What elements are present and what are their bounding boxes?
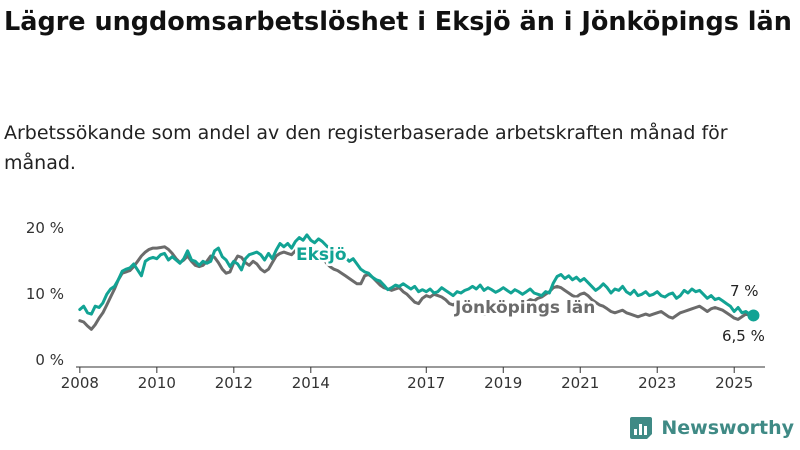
- x-tick-label: 2019: [484, 374, 522, 392]
- x-tick-label: 2025: [715, 374, 753, 392]
- end-point-eksjo: [747, 309, 760, 322]
- series-line-jonkoping: [78, 245, 755, 331]
- y-tick-label: 20 %: [26, 219, 64, 237]
- newsworthy-logo-icon: [630, 417, 653, 439]
- x-tick-label: 2017: [407, 374, 445, 392]
- y-tick-label: 0 %: [35, 351, 64, 369]
- series-line-eksjo: [78, 233, 755, 317]
- series-label-eksjo: Eksjö: [296, 245, 347, 265]
- series-label-eksjo-halo: Eksjö: [296, 245, 347, 265]
- brand-name: Newsworthy: [661, 417, 794, 439]
- series-label-jonkoping: Jönköpings län: [454, 298, 595, 318]
- chart-subtitle: Arbetssökande som andel av den registerb…: [4, 122, 728, 174]
- x-tick-label: 2008: [61, 374, 99, 392]
- x-tick-label: 2014: [292, 374, 330, 392]
- x-tick-label: 2012: [215, 374, 253, 392]
- chart-title: Lägre ungdomsarbetslöshet i Eksjö än i J…: [4, 7, 792, 37]
- x-tick-label: 2023: [638, 374, 676, 392]
- end-value-label-eksjo: 7 %: [730, 282, 759, 300]
- x-tick-label: 2021: [561, 374, 599, 392]
- x-tick-label: 2010: [138, 374, 176, 392]
- series-label-jonkoping-halo: Jönköpings län: [454, 298, 595, 318]
- end-value-label-jonkoping: 6,5 %: [722, 327, 765, 345]
- brand-logo: Newsworthy: [629, 414, 794, 442]
- y-tick-label: 10 %: [26, 285, 64, 303]
